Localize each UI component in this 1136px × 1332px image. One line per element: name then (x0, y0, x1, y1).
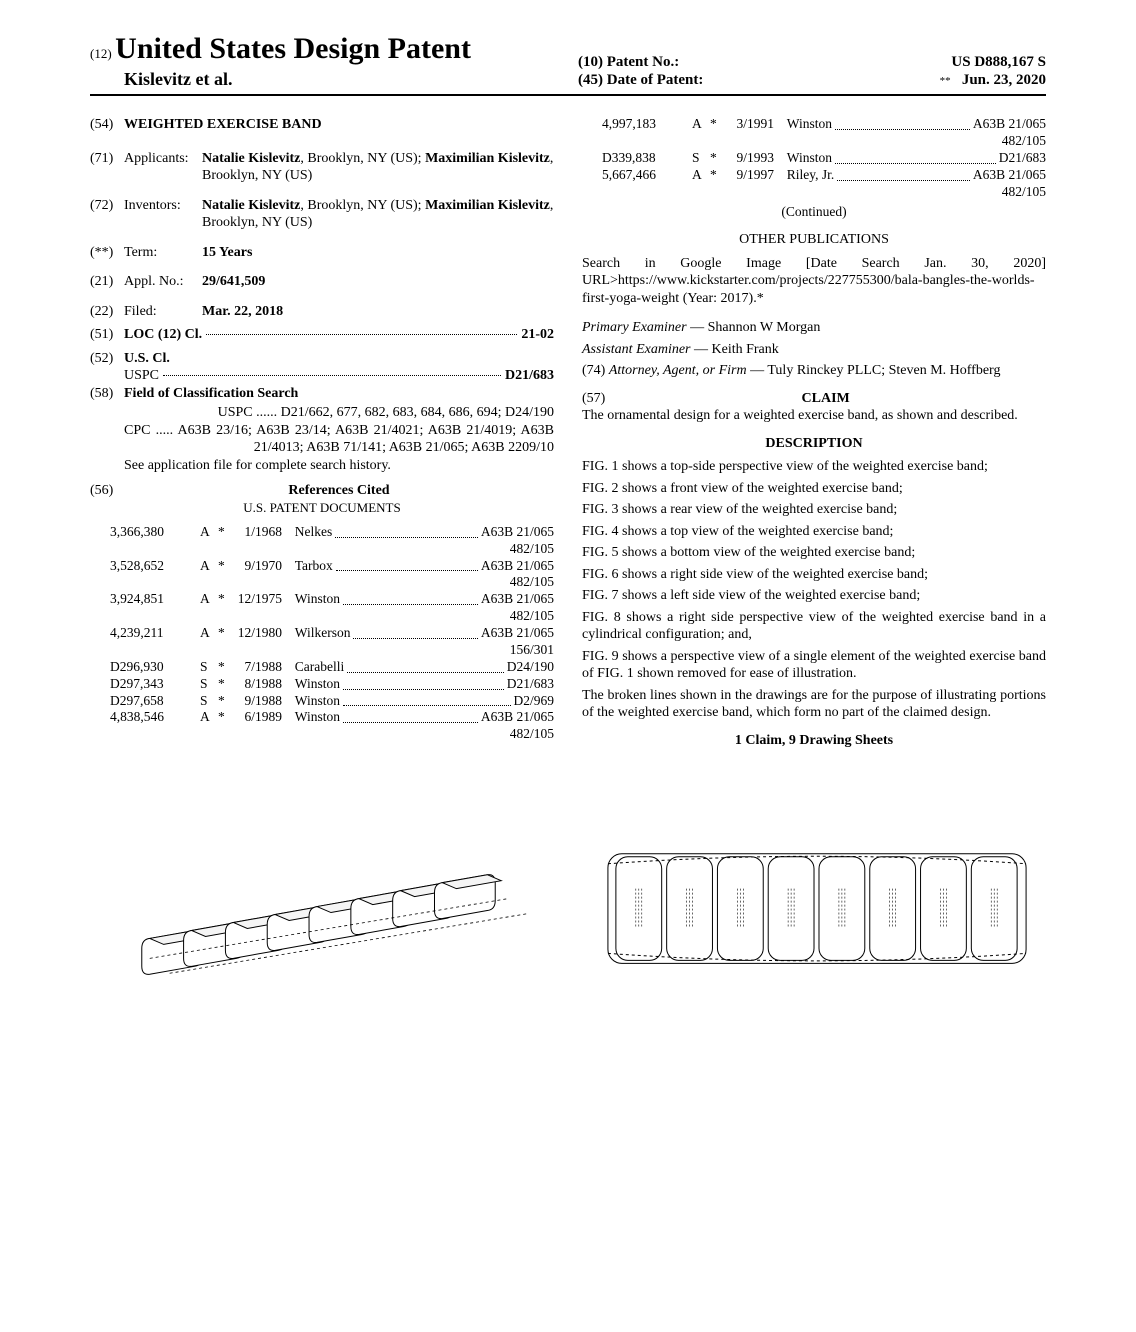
citation-subclass: 482/105 (90, 574, 554, 591)
refs-subtitle: U.S. PATENT DOCUMENTS (90, 500, 554, 516)
description-line: FIG. 2 shows a front view of the weighte… (582, 480, 1046, 498)
citation-row: 3,366,380A*1/1968 NelkesA63B 21/065 (90, 524, 554, 541)
citation-row: 4,239,211A*12/1980 WilkersonA63B 21/065 (90, 625, 554, 642)
loc-class: 21-02 (521, 326, 554, 344)
invention-title: WEIGHTED EXERCISE BAND (124, 116, 322, 134)
citation-row: 5,667,466A*9/1997 Riley, Jr.A63B 21/065 (582, 167, 1046, 184)
inventors: Natalie Kislevitz, Brooklyn, NY (US); Ma… (202, 197, 554, 232)
field-51: (51) LOC (12) Cl. 21-02 (90, 326, 554, 344)
citation-row: D297,658S*9/1988 WinstonD2/969 (90, 693, 554, 710)
body-columns: (54) WEIGHTED EXERCISE BAND (71) Applica… (90, 116, 1046, 749)
citation-row: D339,838S*9/1993 WinstonD21/683 (582, 150, 1046, 167)
date-label: (45) Date of Patent: (578, 71, 703, 90)
field-52: (52) U.S. Cl. (90, 350, 554, 368)
attorney: (74) Attorney, Agent, or Firm — Tuly Rin… (582, 362, 1046, 380)
left-column: (54) WEIGHTED EXERCISE BAND (71) Applica… (90, 116, 554, 749)
description-line: FIG. 1 shows a top-side perspective view… (582, 458, 1046, 476)
search-note: See application file for complete search… (90, 457, 554, 475)
citation-subclass: 482/105 (90, 541, 554, 558)
description-line: FIG. 9 shows a perspective view of a sin… (582, 648, 1046, 683)
field-54: (54) WEIGHTED EXERCISE BAND (90, 116, 554, 134)
description-line: FIG. 8 shows a right side perspective vi… (582, 609, 1046, 644)
drawing-front (588, 809, 1046, 1008)
drawings-row (90, 809, 1046, 1008)
primary-examiner: Primary Examiner — Shannon W Morgan (582, 319, 1046, 337)
claim-header: (57) CLAIM (582, 390, 1046, 408)
doc-title: United States Design Patent (115, 32, 471, 65)
field-22: (22) Filed: Mar. 22, 2018 (90, 303, 554, 321)
field-21: (21) Appl. No.: 29/641,509 (90, 273, 554, 291)
other-pub-text: Search in Google Image [Date Search Jan.… (582, 255, 1046, 308)
assistant-examiner: Assistant Examiner — Keith Frank (582, 341, 1046, 359)
patent-header: (12) United States Design Patent Kislevi… (90, 30, 1046, 96)
field-72: (72) Inventors: Natalie Kislevitz, Brook… (90, 197, 554, 232)
search-uspc: USPC ...... D21/662, 677, 682, 683, 684,… (90, 404, 554, 422)
citation-row: 4,997,183A*3/1991 WinstonA63B 21/065 (582, 116, 1046, 133)
claim-text: The ornamental design for a weighted exe… (582, 407, 1046, 425)
description-line: FIG. 7 shows a left side view of the wei… (582, 587, 1046, 605)
field-58: (58) Field of Classification Search (90, 385, 554, 403)
header-left: (12) United States Design Patent Kislevi… (90, 30, 558, 90)
code-12: (12) (90, 46, 112, 61)
term-value: 15 Years (202, 244, 554, 262)
header-right: (10) Patent No.: US D888,167 S (45) Date… (558, 53, 1046, 91)
citation-row: 3,528,652A*9/1970 TarboxA63B 21/065 (90, 558, 554, 575)
citation-subclass: 482/105 (90, 726, 554, 743)
citation-row: 4,838,546A*6/1989 WinstonA63B 21/065 (90, 709, 554, 726)
citation-subclass: 482/105 (582, 184, 1046, 201)
description-line: FIG. 6 shows a right side view of the we… (582, 566, 1046, 584)
description-heading: DESCRIPTION (582, 435, 1046, 453)
description-line: FIG. 3 shows a rear view of the weighted… (582, 501, 1046, 519)
description-line: FIG. 5 shows a bottom view of the weight… (582, 544, 1046, 562)
authors: Kislevitz et al. (90, 68, 558, 91)
uspc-line: USPC D21/683 (90, 367, 554, 385)
continued: (Continued) (582, 204, 1046, 221)
citations-left: 3,366,380A*1/1968 NelkesA63B 21/065482/1… (90, 524, 554, 743)
citation-row: 3,924,851A*12/1975 WinstonA63B 21/065 (90, 591, 554, 608)
drawing-perspective (90, 809, 548, 1008)
citation-subclass: 482/105 (90, 608, 554, 625)
citations-right: 4,997,183A*3/1991 WinstonA63B 21/065 482/… (582, 116, 1046, 200)
applicants: Natalie Kislevitz, Brooklyn, NY (US); Ma… (202, 150, 554, 185)
description-line: The broken lines shown in the drawings a… (582, 687, 1046, 722)
patent-date: ** Jun. 23, 2020 (703, 71, 1046, 90)
field-71: (71) Applicants: Natalie Kislevitz, Broo… (90, 150, 554, 185)
claim-sheet-count: 1 Claim, 9 Drawing Sheets (582, 732, 1046, 750)
field-56: (56) References Cited (90, 482, 554, 500)
uspc-value: D21/683 (505, 367, 554, 385)
patent-no: US D888,167 S (679, 53, 1046, 72)
other-pub-heading: OTHER PUBLICATIONS (582, 231, 1046, 249)
appl-no: 29/641,509 (202, 273, 554, 291)
right-column: 4,997,183A*3/1991 WinstonA63B 21/065 482/… (582, 116, 1046, 749)
field-term: (**) Term: 15 Years (90, 244, 554, 262)
filed-date: Mar. 22, 2018 (202, 303, 554, 321)
search-cpc: CPC ..... A63B 23/16; A63B 23/14; A63B 2… (90, 422, 554, 457)
description-body: FIG. 1 shows a top-side perspective view… (582, 458, 1046, 722)
description-line: FIG. 4 shows a top view of the weighted … (582, 523, 1046, 541)
patent-no-label: (10) Patent No.: (578, 53, 679, 72)
